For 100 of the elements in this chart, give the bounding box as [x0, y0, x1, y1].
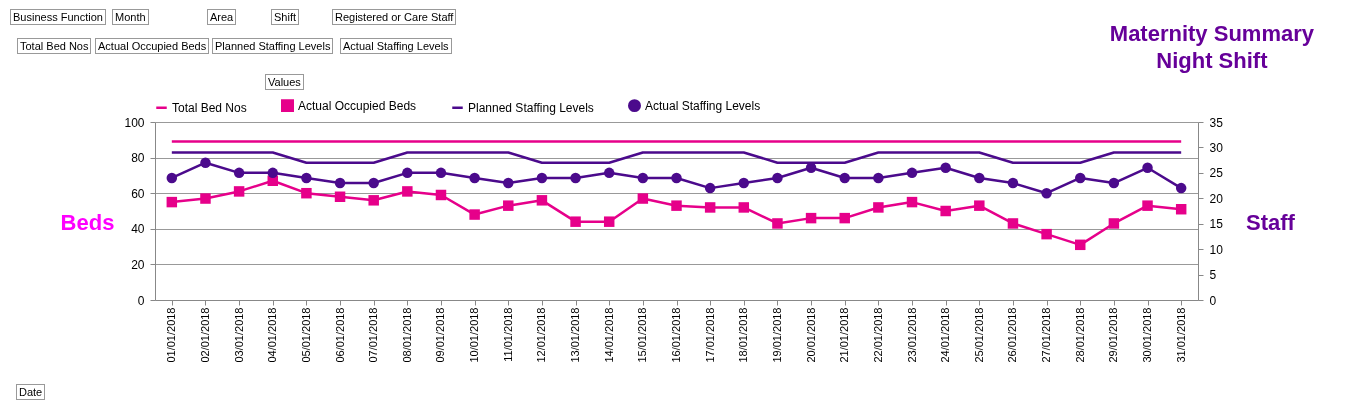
point [1175, 182, 1187, 194]
point [1007, 218, 1019, 229]
point [166, 196, 178, 208]
point [536, 172, 548, 184]
point [603, 216, 615, 227]
point [873, 172, 884, 184]
x-tick-label: 29/01/2018 [1107, 307, 1120, 363]
x-tick-label: 25/01/2018 [972, 307, 985, 363]
x-tick-label: 16/01/2018 [670, 307, 682, 363]
x-tick-label: 04/01/2018 [266, 307, 279, 363]
point [940, 205, 951, 217]
text: Date [16, 384, 46, 400]
point [940, 162, 951, 174]
point [1108, 177, 1120, 189]
point [435, 189, 447, 201]
point [1041, 187, 1052, 199]
point [267, 167, 278, 179]
x-tick-label: 31/01/2018 [1174, 307, 1187, 363]
point [738, 202, 750, 213]
point [1175, 203, 1187, 215]
point [805, 212, 817, 224]
text: Actual Occupied Beds [95, 38, 210, 54]
point [637, 193, 649, 204]
text: Actual Staffing Levels [340, 38, 452, 54]
text: Registered or Care Staff [332, 9, 457, 25]
point [704, 182, 716, 194]
x-tick-label: 27/01/2018 [1040, 307, 1053, 363]
point [906, 196, 918, 208]
point [166, 172, 178, 184]
x-tick-label: 17/01/2018 [703, 307, 716, 363]
point [402, 167, 413, 179]
x-tick-label: 18/01/2018 [737, 307, 750, 363]
point [570, 172, 581, 184]
point [1142, 200, 1153, 211]
point [368, 177, 379, 189]
point [974, 172, 985, 184]
point [469, 209, 480, 220]
y2-tick-label: 35 [1209, 115, 1224, 130]
legend-label: Planned Staffing Levels [468, 100, 594, 115]
x-tick-label: 14/01/2018 [602, 307, 615, 363]
text: Area [207, 9, 237, 25]
y2-tick-label: 10 [1209, 242, 1224, 257]
point [503, 200, 514, 211]
point [603, 167, 615, 179]
point [1007, 177, 1019, 189]
point [200, 157, 211, 168]
point [671, 172, 682, 184]
x-tick-label: 02/01/2018 [198, 307, 211, 363]
point [334, 191, 346, 202]
x-tick-label: 30/01/2018 [1141, 307, 1154, 363]
x-tick-label: 07/01/2018 [367, 307, 380, 363]
x-tick-label: 13/01/2018 [569, 307, 582, 363]
point [402, 186, 413, 197]
point [637, 172, 649, 184]
y2-tick-label: 15 [1209, 217, 1224, 232]
legend-label: Actual Occupied Beds [298, 98, 417, 113]
y2-tick-label: 30 [1209, 140, 1224, 155]
point [334, 177, 346, 189]
y-tick-label: 0 [137, 293, 145, 308]
x-tick-label: 08/01/2018 [400, 307, 413, 363]
chart-subtitle: Night Shift [1155, 47, 1269, 74]
point [503, 177, 514, 189]
x-tick-label: 01/01/2018 [165, 307, 178, 363]
x-tick-label: 06/01/2018 [333, 307, 346, 363]
point [839, 172, 850, 184]
point [570, 216, 581, 227]
x-tick-label: 23/01/2018 [905, 307, 918, 363]
y2-tick-label: 5 [1209, 268, 1217, 283]
x-tick-label: 03/01/2018 [232, 307, 245, 363]
point [1142, 162, 1153, 174]
x-tick-label: 24/01/2018 [939, 307, 952, 363]
text: Month [112, 9, 149, 25]
y-tick-label: 60 [131, 186, 145, 201]
point [671, 200, 682, 211]
y-tick-label: 20 [131, 257, 145, 272]
legend-label: Actual Staffing Levels [645, 98, 761, 113]
x-tick-label: 20/01/2018 [804, 307, 817, 363]
y2-tick-label: 0 [1209, 293, 1217, 308]
point [1075, 239, 1086, 251]
point [301, 187, 312, 199]
point [469, 172, 480, 184]
x-tick-label: 11/01/2018 [501, 307, 514, 362]
point [435, 167, 447, 179]
y2-tick-label: 20 [1209, 191, 1224, 206]
legend-label: Total Bed Nos [172, 100, 247, 115]
text: Planned Staffing Levels [212, 38, 334, 54]
y-tick-label: 100 [124, 115, 145, 130]
x-tick-label: 15/01/2018 [636, 307, 649, 363]
y2-axis-title: Staff [1246, 209, 1296, 235]
point [233, 167, 245, 179]
y2-tick-label: 25 [1209, 166, 1224, 181]
point [368, 195, 379, 206]
x-tick-label: 26/01/2018 [1006, 307, 1019, 363]
x-tick-label: 12/01/2018 [535, 307, 548, 363]
x-tick-label: 09/01/2018 [434, 307, 447, 363]
point [704, 202, 716, 213]
point [772, 172, 783, 184]
chart-title: Maternity Summary [1109, 20, 1314, 47]
x-tick-label: 28/01/2018 [1073, 307, 1086, 363]
point [839, 212, 850, 224]
